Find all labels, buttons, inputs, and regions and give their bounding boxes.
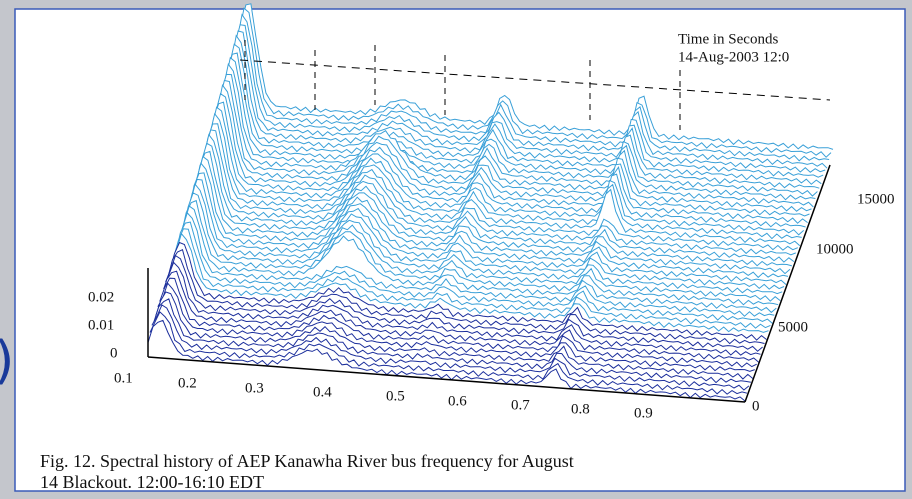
x-tick-label: 0.3 (245, 380, 264, 396)
surface-row (215, 73, 814, 208)
surface-row (208, 101, 806, 228)
x-tick-label: 0.4 (313, 384, 332, 400)
surface-row (231, 13, 830, 162)
annotation: Time in Seconds (678, 31, 778, 47)
surface-row (229, 24, 828, 169)
surface-row (204, 112, 802, 240)
x-tick-label: 0.9 (634, 405, 653, 421)
surface-row (214, 79, 812, 212)
surface-row (194, 150, 793, 267)
surface-row (200, 129, 798, 252)
surface-row (165, 254, 763, 352)
surface-row (235, 3, 834, 150)
surface-row (202, 123, 800, 247)
caption: Fig. 12. Spectral history of AEP Kanawha… (40, 451, 574, 471)
surface-row (188, 172, 787, 285)
surface-row (147, 319, 746, 402)
surface-row (217, 62, 816, 201)
surface-row (157, 282, 755, 372)
surface-row (169, 241, 767, 341)
surface-row (208, 102, 806, 230)
z-tick-label: 0.02 (88, 289, 114, 305)
surface-row (212, 84, 810, 217)
surface-row (167, 248, 765, 345)
surface-row (186, 178, 785, 290)
annotation: 14-Aug-2003 12:0 (678, 49, 789, 65)
surface-row (198, 133, 796, 256)
x-tick-label: 0.8 (571, 401, 590, 417)
surface-row (176, 211, 775, 317)
x-tick-label: 0.7 (511, 397, 530, 413)
surface-row (151, 304, 750, 391)
side-fragment: ) (0, 331, 14, 391)
surface-row (225, 34, 824, 178)
x-tick-label: 0.6 (448, 393, 467, 409)
caption: 14 Blackout. 12:00-16:10 EDT (40, 472, 264, 492)
surface-row (192, 155, 791, 275)
surface-row (159, 277, 757, 368)
x-tick-label: 0.2 (178, 375, 197, 391)
surface-row (223, 43, 822, 185)
back-grid-line (239, 59, 831, 101)
x-axis-line (147, 356, 746, 403)
y-axis-line (744, 164, 831, 403)
surface-row (191, 163, 789, 280)
surface-row (172, 228, 771, 329)
x-tick-label: 0.1 (114, 370, 133, 386)
surface-row (219, 56, 818, 197)
z-tick-label: 0.01 (88, 317, 114, 333)
surface-row (233, 7, 832, 158)
y-tick-label: 5000 (778, 319, 808, 335)
surface-row (200, 129, 798, 251)
surface-row (161, 270, 760, 363)
surface-row (196, 143, 794, 264)
surface-row (180, 199, 779, 306)
waterfall-surface (147, 3, 834, 402)
y-tick-label: 10000 (816, 241, 854, 257)
surface-row (206, 106, 805, 236)
surface-row (171, 232, 769, 333)
x-tick-label: 0.5 (386, 388, 405, 404)
surface-row (149, 311, 748, 395)
z-tick-label: 0 (110, 345, 118, 361)
axes (147, 164, 831, 403)
surface-row (227, 30, 826, 173)
surface-row (163, 261, 761, 356)
surface-row (190, 162, 789, 279)
y-tick-label: 15000 (857, 191, 895, 207)
surface-row (210, 92, 808, 224)
surface-row (210, 93, 808, 225)
surface-row (202, 123, 801, 247)
surface-row (216, 74, 814, 208)
surface-row (194, 151, 792, 269)
surface-row (174, 221, 773, 324)
surface-row (184, 183, 783, 295)
surface-row (153, 298, 751, 384)
y-tick-label: 0 (752, 398, 760, 414)
surface-row (196, 142, 795, 263)
surface-row (148, 320, 745, 402)
surface-row (221, 52, 820, 189)
surface-row (178, 205, 777, 314)
surface-row (182, 192, 781, 302)
surface-row (155, 291, 754, 380)
